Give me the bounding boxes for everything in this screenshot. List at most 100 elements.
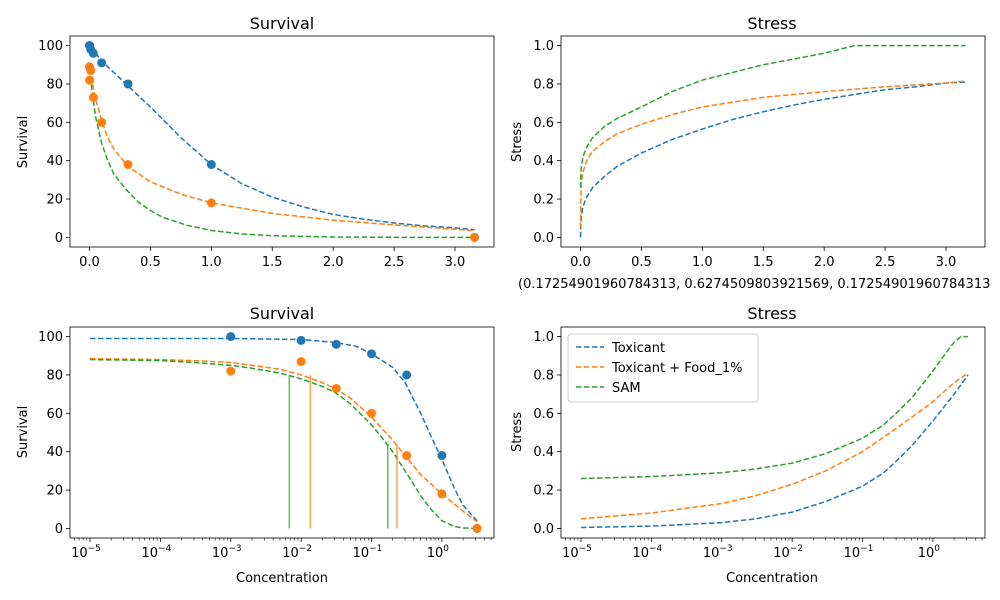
data-point xyxy=(226,366,236,376)
series-line xyxy=(579,80,966,228)
series-line xyxy=(580,335,969,480)
x-tick-label: 10−3 xyxy=(703,544,733,561)
x-tick-label: 2.0 xyxy=(323,255,344,270)
series-line xyxy=(88,46,475,231)
data-point xyxy=(402,451,412,461)
plot-area: 0.0 0.2 0.4 0.6 0.8 1.0 10−5 10−4 10−3 10−2 10−1 10… xyxy=(533,326,986,561)
axes-frame xyxy=(69,326,495,539)
plot-area: 0.0 0.2 0.4 0.6 0.8 1.0 0.0 0.5 1.0 1.5 2.0 2.5 3.0 xyxy=(533,35,986,270)
plot-area: 0 20 40 60 80 100 10−5 10−4 10−3 10−2 10−1 100 xyxy=(38,326,495,561)
y-tick-label: 80 xyxy=(46,368,63,383)
x-tick-label: 1.5 xyxy=(753,255,774,270)
panel-survival-linear: Survival Survival 0 20 40 60 80 100 0.0 0.5 1.0 1… xyxy=(16,14,495,270)
y-tick-label: 0.0 xyxy=(533,231,554,246)
y-tick-label: 20 xyxy=(46,484,63,499)
data-point xyxy=(97,117,107,127)
legend-box xyxy=(567,333,759,403)
x-axis-label: Concentration xyxy=(726,571,818,586)
data-point xyxy=(206,160,216,170)
axes-frame xyxy=(560,35,986,248)
data-point xyxy=(367,408,377,418)
x-tick-label: 10−1 xyxy=(844,544,874,561)
x-tick-label: 2.5 xyxy=(384,255,405,270)
y-axis-label: Stress xyxy=(510,122,525,162)
x-tick-label: 10−2 xyxy=(773,544,803,561)
y-axis-label: Survival xyxy=(16,116,31,168)
x-tick-label: 0.5 xyxy=(140,255,161,270)
x-tick-label: 10−4 xyxy=(141,544,171,561)
x-tick-label: 2.5 xyxy=(875,255,896,270)
y-tick-label: 40 xyxy=(46,154,63,169)
series-line xyxy=(580,372,969,520)
data-point xyxy=(123,160,133,170)
y-tick-label: 0.2 xyxy=(533,193,554,208)
x-tick-label: 100 xyxy=(918,544,941,561)
y-axis-label: Stress xyxy=(510,412,525,452)
x-tick-label: 1.5 xyxy=(262,255,283,270)
y-tick-label: 0.2 xyxy=(533,484,554,499)
y-tick-label: 40 xyxy=(46,445,63,460)
y-tick-label: 0.6 xyxy=(533,116,554,131)
y-tick-label: 0.4 xyxy=(533,154,554,169)
panel-title: Survival xyxy=(250,14,315,33)
series-line xyxy=(88,68,475,239)
y-tick-label: 1.0 xyxy=(533,330,554,345)
legend-label-toxicant: Toxicant xyxy=(611,341,665,356)
data-point xyxy=(97,58,107,68)
series-line xyxy=(88,68,475,232)
data-point xyxy=(226,332,236,342)
data-point xyxy=(123,79,133,89)
data-point xyxy=(331,383,341,393)
data-point xyxy=(472,523,482,533)
y-tick-label: 0 xyxy=(55,522,63,537)
series-line xyxy=(89,357,478,523)
panel-title: Stress xyxy=(747,304,796,323)
y-tick-label: 0.8 xyxy=(533,77,554,92)
y-tick-label: 0.4 xyxy=(533,445,554,460)
data-point xyxy=(367,349,377,359)
y-axis-label: Survival xyxy=(16,406,31,458)
x-tick-label: 10−5 xyxy=(71,544,101,561)
x-tick-label: 10−4 xyxy=(632,544,662,561)
data-point xyxy=(402,370,412,380)
x-tick-label: 10−2 xyxy=(282,544,312,561)
x-tick-label: 3.0 xyxy=(936,255,957,270)
y-tick-label: 100 xyxy=(38,39,63,54)
x-tick-label: 0.0 xyxy=(79,255,100,270)
x-tick-label: 2.0 xyxy=(814,255,835,270)
panel-survival-log: Survival Survival Concentration 0 20 40 60 8… xyxy=(16,304,495,586)
y-tick-label: 60 xyxy=(46,116,63,131)
y-tick-label: 60 xyxy=(46,407,63,422)
y-tick-label: 0 xyxy=(55,231,63,246)
data-point xyxy=(437,451,447,461)
legend-label-sam: SAM xyxy=(612,381,641,396)
y-tick-label: 100 xyxy=(38,330,63,345)
panel-title: Survival xyxy=(250,304,315,323)
plot-area: 0 20 40 60 80 100 0.0 0.5 1.0 1.5 2.0 2.5 3.0 xyxy=(38,35,495,270)
panel-title: Stress xyxy=(747,14,796,33)
series-line xyxy=(579,44,966,188)
x-tick-label: 3.0 xyxy=(445,255,466,270)
data-point xyxy=(88,92,98,102)
y-tick-label: 1.0 xyxy=(533,39,554,54)
series-line xyxy=(89,358,478,530)
series-line xyxy=(580,374,969,529)
y-tick-label: 80 xyxy=(46,77,63,92)
panel-stress-log: Stress Stress Concentration 0.0 0.2 0.4 0.6… xyxy=(510,304,986,586)
data-point xyxy=(331,339,341,349)
x-tick-label: 10−5 xyxy=(562,544,592,561)
stray-color-tuple-text: (0.17254901960784313, 0.6274509803921569… xyxy=(518,277,990,292)
axes-frame xyxy=(560,326,986,539)
data-point xyxy=(437,489,447,499)
x-tick-label: 1.0 xyxy=(201,255,222,270)
data-point xyxy=(206,198,216,208)
data-point xyxy=(88,48,98,58)
axes-frame xyxy=(69,35,495,248)
y-tick-label: 0.8 xyxy=(533,368,554,383)
series-line xyxy=(89,337,478,522)
x-tick-label: 0.0 xyxy=(570,255,591,270)
x-axis-label: Concentration xyxy=(236,571,328,586)
x-tick-label: 10−1 xyxy=(353,544,383,561)
data-point xyxy=(470,232,480,242)
